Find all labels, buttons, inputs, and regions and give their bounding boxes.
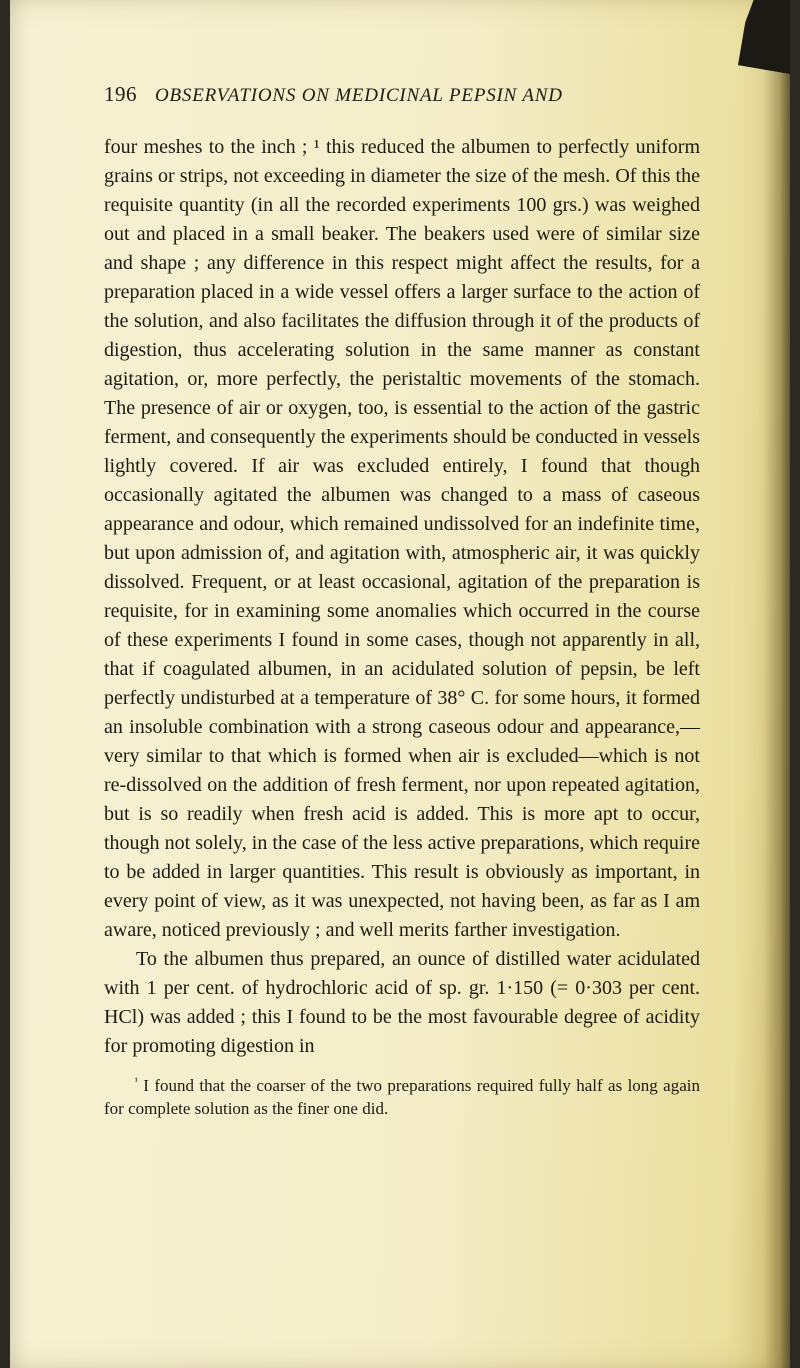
page-number: 196 [104,82,137,107]
running-header: 196 OBSERVATIONS ON MEDICINAL PEPSIN AND [104,82,700,107]
paragraph-1: four meshes to the inch ; ¹ this reduced… [104,133,700,945]
text-block: 196 OBSERVATIONS ON MEDICINAL PEPSIN AND… [104,82,700,1121]
paragraph-2: To the albumen thus prepared, an ounce o… [104,945,700,1061]
footnote-text: I found that the coarser of the two prep… [104,1076,700,1118]
scanned-page: 196 OBSERVATIONS ON MEDICINAL PEPSIN AND… [10,0,790,1368]
running-title: OBSERVATIONS ON MEDICINAL PEPSIN AND [155,85,563,107]
body-text: four meshes to the inch ; ¹ this reduced… [104,133,700,1061]
footnote: ¹ I found that the coarser of the two pr… [104,1075,700,1121]
corner-defect [738,0,790,74]
